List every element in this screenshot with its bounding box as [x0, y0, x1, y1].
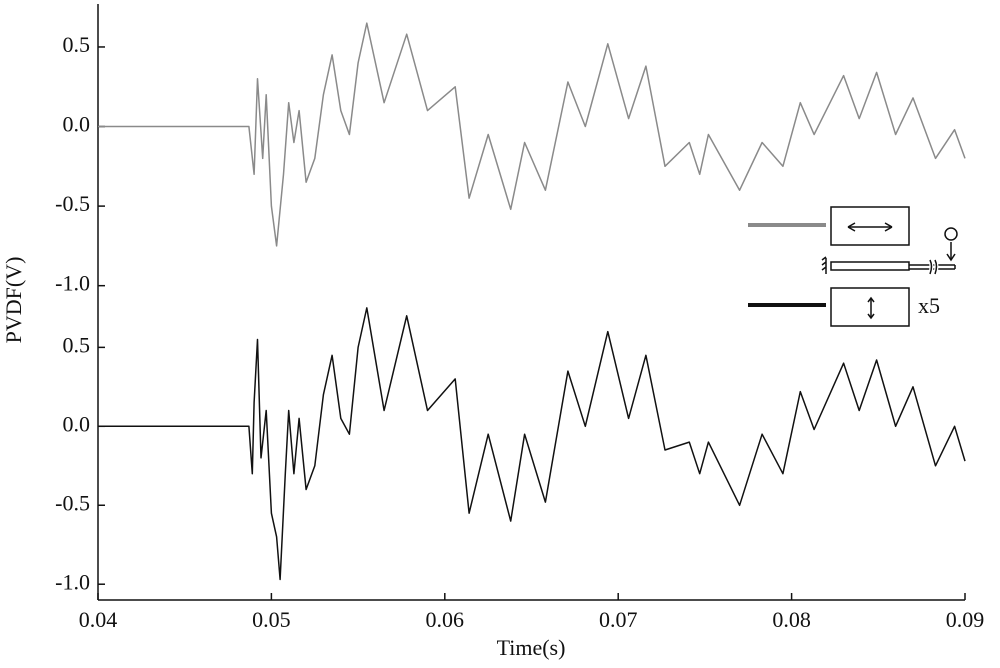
annotation: x5 [918, 293, 940, 318]
x-tick-label: 0.08 [772, 607, 811, 632]
y-axis-label: PVDF(V) [1, 257, 26, 344]
y-tick-label: -1.0 [55, 271, 90, 296]
y-tick-label: 0.0 [63, 112, 91, 137]
series-line [98, 307, 966, 581]
x-tick-label: 0.09 [946, 607, 985, 632]
x-tick-label: 0.05 [252, 607, 291, 632]
y-tick-label: -0.5 [55, 191, 90, 216]
y-tick-label: -1.0 [55, 569, 90, 594]
y-tick-label: 0.5 [63, 32, 91, 57]
y-tick-label: -0.5 [55, 490, 90, 515]
x-tick-label: 0.04 [79, 607, 118, 632]
series-line [98, 22, 966, 247]
x-tick-label: 0.06 [426, 607, 465, 632]
inset-diagram [748, 206, 958, 327]
y-tick-label: 0.0 [63, 411, 91, 436]
x-axis-label: Time(s) [497, 635, 566, 660]
x-tick-label: 0.07 [599, 607, 638, 632]
y-tick-label: 0.5 [63, 332, 91, 357]
